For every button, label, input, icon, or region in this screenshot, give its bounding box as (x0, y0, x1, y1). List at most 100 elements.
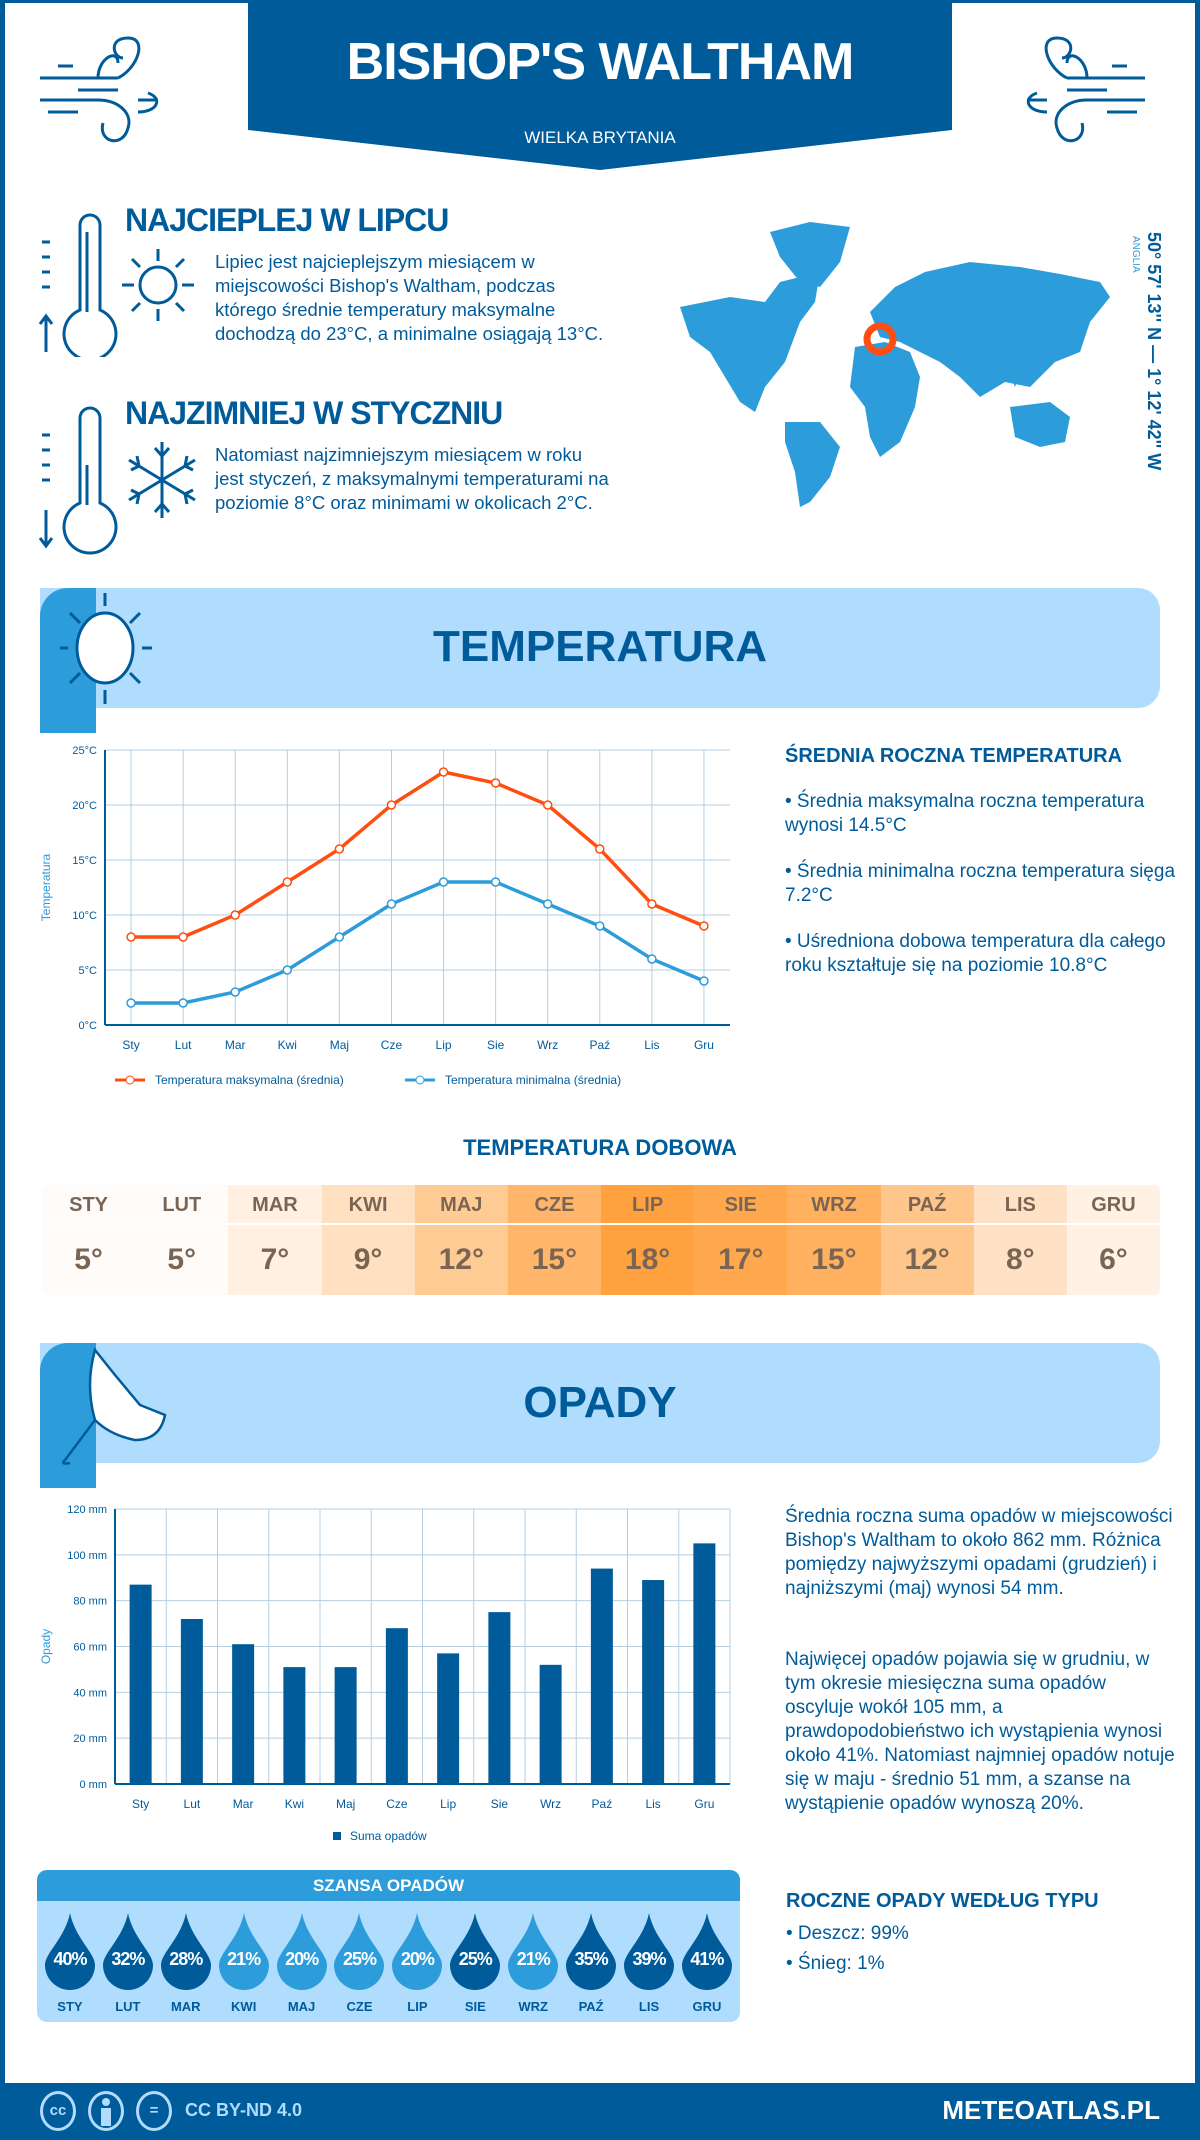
x-tick-label: Maj (336, 1797, 355, 1811)
daily-temp-cell: LIS 8° (973, 1185, 1067, 1295)
wind-icon (40, 36, 159, 143)
x-tick-label: Cze (386, 1797, 408, 1811)
temperature-chart: 0°C 5°C 10°C 15°C 20°C 25°C Sty Lut Mar Kwi Maj Cze… (39, 745, 730, 1087)
raindrop-icon (102, 1913, 153, 1990)
bar (437, 1653, 460, 1784)
page-title: BISHOP'S WALTHAM (346, 33, 855, 91)
bar (539, 1664, 562, 1784)
chance-value: 21% (227, 1949, 261, 1969)
raindrop-icon (334, 1913, 385, 1990)
data-point (699, 921, 709, 931)
bar (129, 1584, 152, 1784)
precip-chance-item: 41% GRU (679, 1901, 735, 2014)
x-tick-label: Wrz (537, 1038, 558, 1052)
coldest-text: Natomiast najzimniejszym miesiącem w rok… (215, 444, 609, 513)
month-label: CZE (507, 1185, 602, 1225)
daily-temp-cell: LUT 5° (135, 1185, 229, 1295)
bar (385, 1628, 408, 1784)
attribution-icon (88, 2091, 124, 2131)
legend-label: Temperatura maksymalna (średnia) (155, 1073, 344, 1087)
precip-text-2: Najwięcej opadów pojawia się w grudniu, … (785, 1649, 1175, 1814)
daily-temp-cell: CZE 15° (507, 1185, 602, 1295)
temp-value: 5° (167, 1243, 197, 1276)
temp-value: 5° (74, 1243, 103, 1276)
x-tick-label: Wrz (540, 1797, 561, 1811)
y-tick-label: 0°C (79, 1020, 98, 1032)
site-link[interactable]: METEOATLAS.PL (942, 2095, 1160, 2125)
y-tick-label: 25°C (72, 745, 97, 757)
warmest-text: Lipiec jest najcieplejszym miesiącem w m… (215, 251, 604, 344)
x-tick-label: Lip (436, 1038, 452, 1052)
precip-chance-panel: SZANSA OPADÓW 40% STY 32% LUT 28% MAR 21% KWI 20… (37, 1870, 740, 2022)
x-tick-label: Sty (122, 1038, 139, 1052)
month-label: MAR (228, 1185, 322, 1225)
precipitation-section-title: OPADY (523, 1378, 677, 1427)
no-derivatives-icon: = (136, 2091, 172, 2131)
sun-icon (122, 249, 194, 321)
x-tick-label: Cze (381, 1038, 403, 1052)
raindrop-icon (218, 1913, 269, 1990)
bar (693, 1543, 716, 1784)
chance-value: 25% (342, 1949, 377, 1969)
x-tick-label: Mar (225, 1038, 246, 1052)
data-point (595, 844, 605, 854)
temp-value: 18° (624, 1243, 671, 1276)
y-tick-label: 100 mm (67, 1550, 107, 1562)
daily-temp-title: TEMPERATURA DOBOWA (463, 1135, 737, 1160)
temperature-section-title: TEMPERATURA (432, 622, 768, 671)
chance-value: 32% (111, 1949, 145, 1969)
precipitation-banner (40, 1343, 1160, 1463)
data-point (178, 998, 188, 1008)
y-tick-label: 0 mm (80, 1779, 108, 1791)
warmest-heading: NAJCIEPLEJ W LIPCU (125, 202, 449, 238)
temp-value: 12° (438, 1243, 484, 1276)
data-point (178, 932, 188, 942)
data-point (334, 844, 345, 854)
x-tick-label: Lip (440, 1797, 456, 1811)
sun-icon (60, 593, 152, 704)
precip-text-1: Średnia roczna suma opadów w miejscowośc… (785, 1506, 1173, 1599)
month-label: LUT (115, 1999, 141, 2014)
header-banner (248, 0, 952, 170)
precip-chance-item: 25% CZE (331, 1901, 387, 2014)
country-label: WIELKA BRYTANIA (524, 128, 676, 147)
chance-value: 20% (400, 1949, 435, 1969)
legend-label: Temperatura minimalna (średnia) (445, 1073, 621, 1087)
bar (334, 1667, 357, 1784)
precip-chance-item: 40% STY (42, 1901, 98, 2014)
precip-chance-item: 20% MAJ (274, 1901, 330, 2014)
data-point (386, 899, 397, 909)
data-point (282, 965, 293, 975)
temp-value: 8° (1005, 1243, 1035, 1276)
legend-marker (415, 1075, 425, 1085)
chance-value: 25% (458, 1949, 493, 1969)
data-point (126, 998, 136, 1008)
temperature-banner (40, 588, 1160, 708)
annual-temp-bullet: • Średnia minimalna roczna temperatura s… (785, 861, 1176, 906)
daily-temp-table: STY 5° LUT 5° MAR 7° KWI 9° MAJ 12° CZE 15° LIP 18° SI… (42, 1185, 1160, 1295)
bar (283, 1667, 306, 1784)
raindrop-icon (566, 1913, 617, 1990)
license-label[interactable]: CC BY-ND 4.0 (185, 2100, 303, 2120)
cc-icon: cc (40, 2091, 76, 2131)
legend-swatch (333, 1832, 341, 1840)
precip-chance-item: 32% LUT (100, 1901, 156, 2014)
daily-temp-cell: WRZ 15° (787, 1185, 881, 1295)
x-tick-label: Kwi (278, 1038, 297, 1052)
thermometer-down-icon (38, 406, 118, 555)
temp-value: 17° (718, 1243, 764, 1276)
precip-chance-item: 39% LIS (621, 1901, 677, 2014)
coordinates: 50° 57' 13'' N — 1° 12' 42'' W (1144, 232, 1164, 471)
y-tick-label: 80 mm (73, 1596, 107, 1608)
y-tick-label: 20°C (72, 800, 97, 812)
precip-type-title: ROCZNE OPADY WEDŁUG TYPU (786, 1890, 1099, 1912)
chance-value: 21% (516, 1949, 551, 1969)
chance-value: 40% (53, 1949, 87, 1969)
precip-type-snow: • Śnieg: 1% (786, 1953, 885, 1974)
month-label: WRZ (518, 1999, 548, 2014)
coldest-heading: NAJZIMNIEJ W STYCZNIU (125, 395, 503, 431)
precip-chance-item: 35% PAŹ (563, 1901, 619, 2014)
daily-temp-cell: SIE 17° (694, 1185, 788, 1295)
data-point (230, 987, 240, 997)
annual-temp-title: ŚREDNIA ROCZNA TEMPERATURA (785, 745, 1123, 767)
